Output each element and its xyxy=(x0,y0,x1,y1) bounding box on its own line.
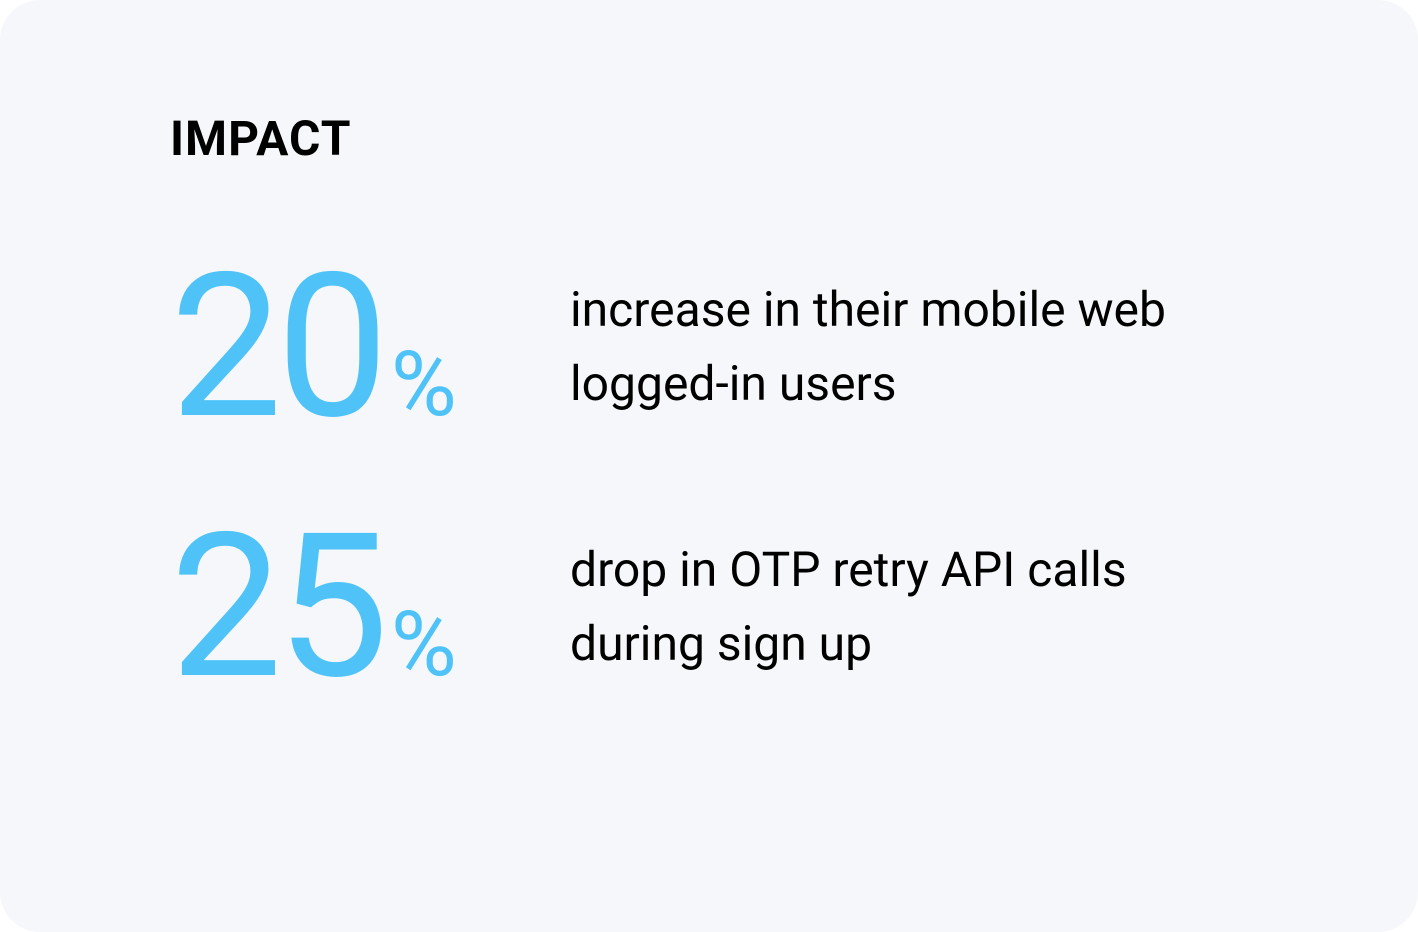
stat-unit: % xyxy=(391,340,457,430)
stat-unit: % xyxy=(391,600,457,690)
stat-description: increase in their mobile web logged-in u… xyxy=(570,273,1248,422)
impact-card: IMPACT 20 % increase in their mobile web… xyxy=(0,0,1418,932)
stat-value-group: 20 % xyxy=(170,247,510,447)
stat-row: 20 % increase in their mobile web logged… xyxy=(170,247,1248,447)
stat-row: 25 % drop in OTP retry API calls during … xyxy=(170,507,1248,707)
stat-number: 20 xyxy=(170,247,383,447)
impact-heading: IMPACT xyxy=(170,110,1248,167)
stat-description: drop in OTP retry API calls during sign … xyxy=(570,533,1248,682)
stat-number: 25 xyxy=(170,507,383,707)
stat-value-group: 25 % xyxy=(170,507,510,707)
